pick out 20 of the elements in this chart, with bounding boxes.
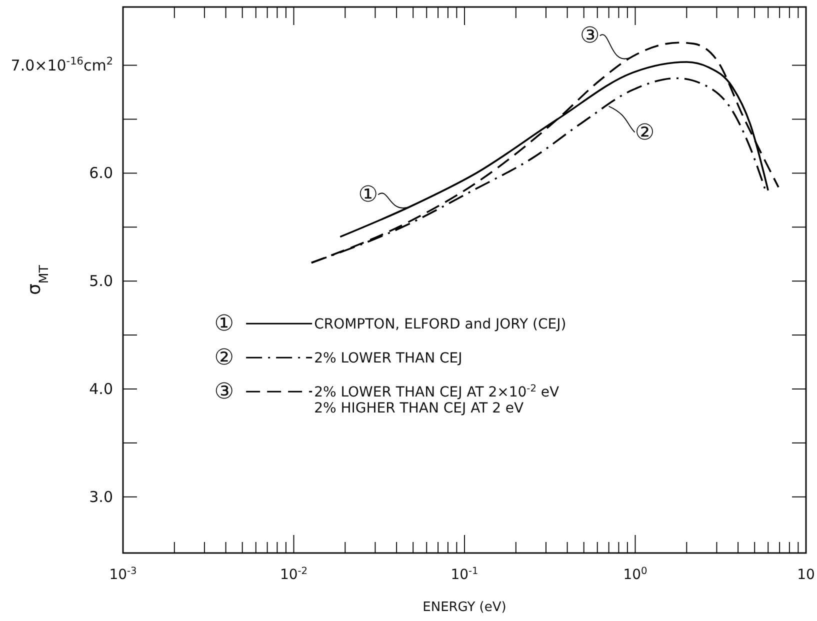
text: 2% LOWER THAN CEJ AT 2×10$^{-2}$ eV 2% HIGHER THAN CEJ AT 2 eV	[314, 383, 560, 417]
y-tick-label: 7.0×10$^{-16}$cm$^{2}$	[10, 55, 113, 74]
legend-label: 2% LOWER THAN CEJ	[314, 350, 462, 367]
legend-label: CROMPTON, ELFORD and JORY (CEJ)	[314, 316, 566, 333]
y-tick-label: 4.0	[89, 380, 113, 398]
x-axis-title: ENERGY (eV)	[422, 600, 506, 615]
annotation: ①	[214, 312, 234, 337]
annotation: ①	[358, 182, 378, 208]
annotation: ②	[214, 346, 234, 371]
annotation: ②	[634, 120, 655, 146]
x-tick-label: 10$^{0}$	[623, 566, 648, 583]
x-tick-label: 10$^{-3}$	[109, 566, 137, 583]
x-tick-label: 10	[797, 567, 815, 583]
x-tick-label: 10$^{-2}$	[280, 566, 308, 583]
y-tick-label: 6.0	[89, 164, 113, 182]
y-tick-label: 5.0	[89, 272, 113, 290]
annotation: ③	[214, 380, 234, 405]
y-tick-label: 3.0	[89, 488, 113, 506]
x-tick-label: 10$^{-1}$	[450, 566, 478, 583]
annotation: ③	[580, 24, 600, 49]
